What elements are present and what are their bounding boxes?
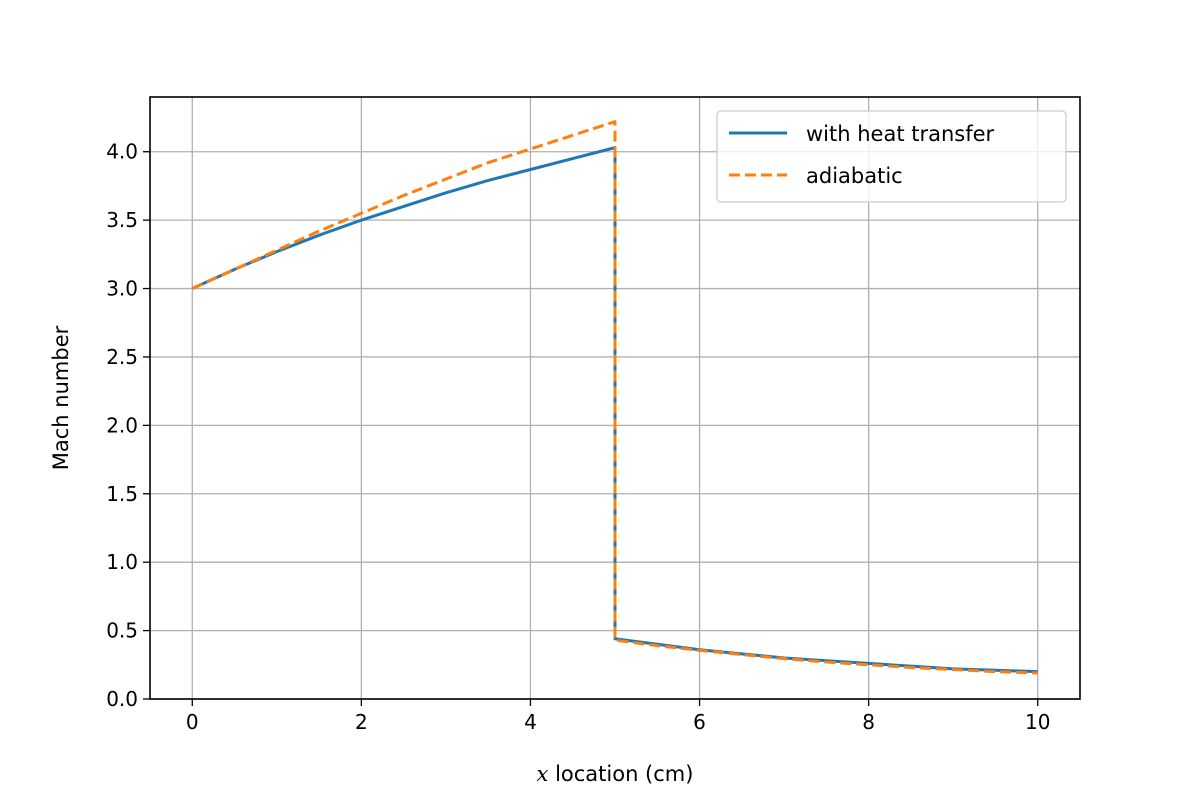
- y-axis-label: Mach number: [49, 325, 73, 470]
- ticks: 0 2 4 6 8 10 0.0 0.5 1.0 1.5 2.0 2.5 3.0 3.5 4.0: [106, 140, 1050, 734]
- y-tick-label: 0.5: [106, 619, 138, 643]
- plot-frame: [149, 96, 1081, 700]
- x-tick-label: 10: [1025, 710, 1050, 734]
- y-tick-label: 3.5: [106, 208, 138, 232]
- x-tick-label: 8: [862, 710, 875, 734]
- y-tick-label: 1.5: [106, 482, 138, 506]
- x-axis-label: x location (cm): [537, 762, 694, 786]
- y-tick-label: 0.0: [106, 687, 138, 711]
- y-tick-label: 2.0: [106, 413, 138, 437]
- x-tick-label: 6: [693, 710, 706, 734]
- legend-label-adiabatic: adiabatic: [806, 164, 903, 188]
- x-axis-label-variable: x: [537, 762, 549, 786]
- legend-box: [716, 110, 1067, 203]
- y-tick-label: 1.0: [106, 550, 138, 574]
- legend: with heat transfer adiabatic: [716, 110, 1067, 203]
- x-tick-label: 2: [355, 710, 368, 734]
- y-tick-label: 4.0: [106, 140, 138, 164]
- y-tick-label: 2.5: [106, 345, 138, 369]
- x-axis-label-text: location (cm): [555, 762, 693, 786]
- x-tick-label: 4: [524, 710, 537, 734]
- legend-label-with-heat-transfer: with heat transfer: [806, 122, 995, 146]
- x-tick-label: 0: [186, 710, 199, 734]
- y-tick-label: 3.0: [106, 277, 138, 301]
- series-line-adiabatic: [191, 120, 1038, 675]
- series-layer: [191, 120, 1038, 675]
